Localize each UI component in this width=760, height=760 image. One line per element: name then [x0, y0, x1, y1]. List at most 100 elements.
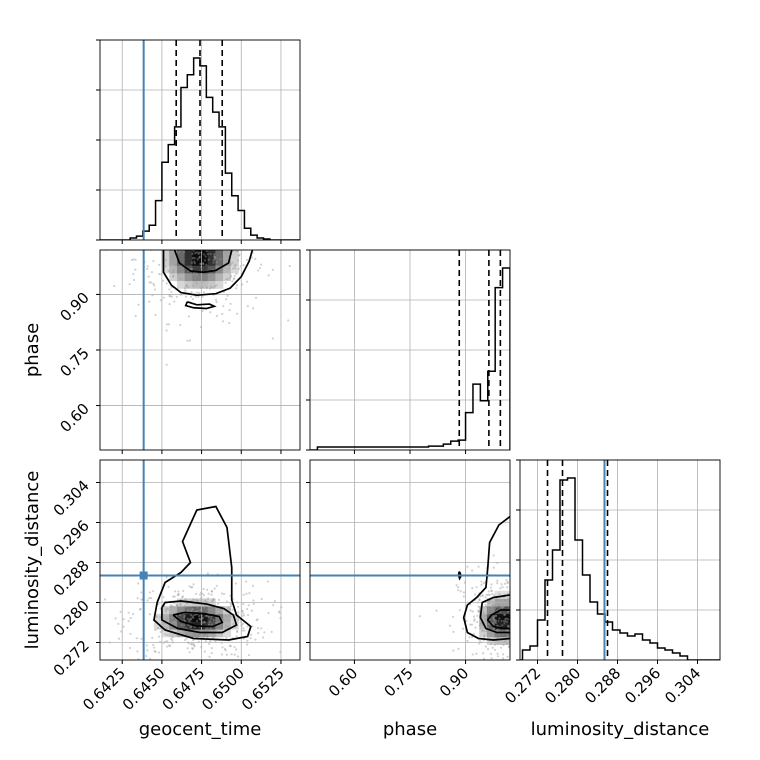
sample-point	[497, 629, 500, 632]
sample-point	[246, 643, 249, 646]
sample-point	[490, 656, 493, 660]
density-cell	[161, 606, 170, 615]
sample-point	[187, 609, 190, 612]
sample-point	[230, 653, 233, 656]
sample-point	[488, 671, 490, 673]
sample-point	[211, 636, 215, 639]
sample-point	[211, 634, 214, 637]
sample-point	[234, 263, 237, 266]
sample-point	[154, 629, 157, 632]
sample-point	[484, 604, 487, 607]
sample-point	[194, 610, 197, 613]
sample-point	[205, 286, 209, 289]
x-tick-label-geocent_time: 0.6475	[159, 664, 209, 714]
sample-point	[237, 254, 241, 257]
sample-point	[498, 604, 501, 607]
sample-point	[195, 619, 199, 623]
sample-point	[192, 223, 194, 225]
sample-point	[212, 619, 215, 622]
density-cell	[230, 265, 239, 274]
sample-point	[170, 295, 173, 298]
sample-point	[504, 663, 506, 665]
density-cell	[184, 250, 193, 258]
grid-layer	[100, 39, 720, 660]
y-tick-label-luminosity_distance: 0.304	[50, 477, 93, 520]
sample-point	[184, 289, 187, 292]
sample-point	[511, 638, 513, 640]
sample-point	[435, 609, 438, 612]
sample-point	[222, 236, 224, 238]
sample-point	[509, 667, 511, 669]
sample-point	[226, 278, 229, 281]
sample-point	[506, 643, 509, 646]
sample-point	[236, 259, 240, 262]
sample-point	[491, 592, 494, 596]
sample-point	[183, 604, 186, 608]
sample-point	[203, 604, 207, 607]
sample-point	[207, 229, 209, 231]
sample-point	[479, 622, 482, 625]
sample-point	[192, 284, 195, 287]
sample-point	[203, 237, 205, 239]
sample-point	[507, 645, 510, 648]
sample-point	[246, 280, 249, 283]
sample-point	[510, 621, 512, 623]
sample-point	[484, 630, 487, 633]
sample-point	[478, 609, 481, 612]
sample-point	[132, 217, 134, 219]
sample-point	[483, 615, 486, 618]
sample-point	[538, 570, 540, 572]
sample-point	[260, 627, 263, 630]
density-cell	[215, 606, 224, 615]
sample-point	[471, 610, 474, 613]
sample-point	[252, 307, 255, 310]
sample-point	[172, 270, 175, 273]
sample-point	[165, 323, 168, 326]
sample-point	[523, 624, 525, 626]
sample-point	[530, 587, 532, 589]
sample-point	[168, 644, 171, 647]
sample-point	[487, 590, 490, 593]
density-cell	[176, 273, 185, 282]
sample-point	[166, 231, 168, 233]
ylabel-phase: phase	[22, 323, 43, 377]
sample-point	[148, 300, 151, 303]
sample-point	[497, 632, 500, 636]
sample-point	[522, 612, 524, 614]
sample-point	[496, 628, 499, 631]
sample-point	[138, 608, 142, 611]
sample-point	[246, 613, 250, 617]
density-cell	[200, 273, 208, 282]
sample-point	[452, 630, 455, 633]
sample-point	[526, 655, 528, 657]
sample-point	[171, 255, 174, 259]
x-tick-label-phase: 0.90	[436, 664, 472, 700]
sample-point	[236, 655, 240, 658]
sample-point	[448, 624, 452, 627]
sample-point	[515, 593, 517, 595]
sample-point	[190, 267, 194, 270]
sample-point	[511, 610, 513, 612]
sample-point	[234, 243, 236, 245]
sample-point	[523, 579, 525, 581]
sample-point	[271, 337, 274, 340]
sample-point	[153, 284, 156, 287]
sample-point	[526, 607, 528, 609]
sample-point	[174, 624, 177, 627]
sample-point	[195, 274, 198, 277]
sample-point	[501, 607, 504, 610]
sample-point	[462, 595, 465, 598]
contour-line	[457, 571, 462, 581]
sample-point	[206, 588, 209, 591]
sample-point	[191, 257, 195, 260]
sample-point	[529, 589, 531, 591]
sample-point	[170, 259, 173, 262]
sample-point	[206, 252, 209, 256]
sample-point	[241, 609, 244, 613]
sample-point	[172, 258, 176, 261]
x-tick-label-luminosity_distance: 0.296	[621, 664, 664, 707]
sample-point	[228, 322, 231, 325]
sample-point	[248, 592, 251, 595]
sample-point	[499, 587, 502, 590]
sample-point	[120, 630, 123, 633]
